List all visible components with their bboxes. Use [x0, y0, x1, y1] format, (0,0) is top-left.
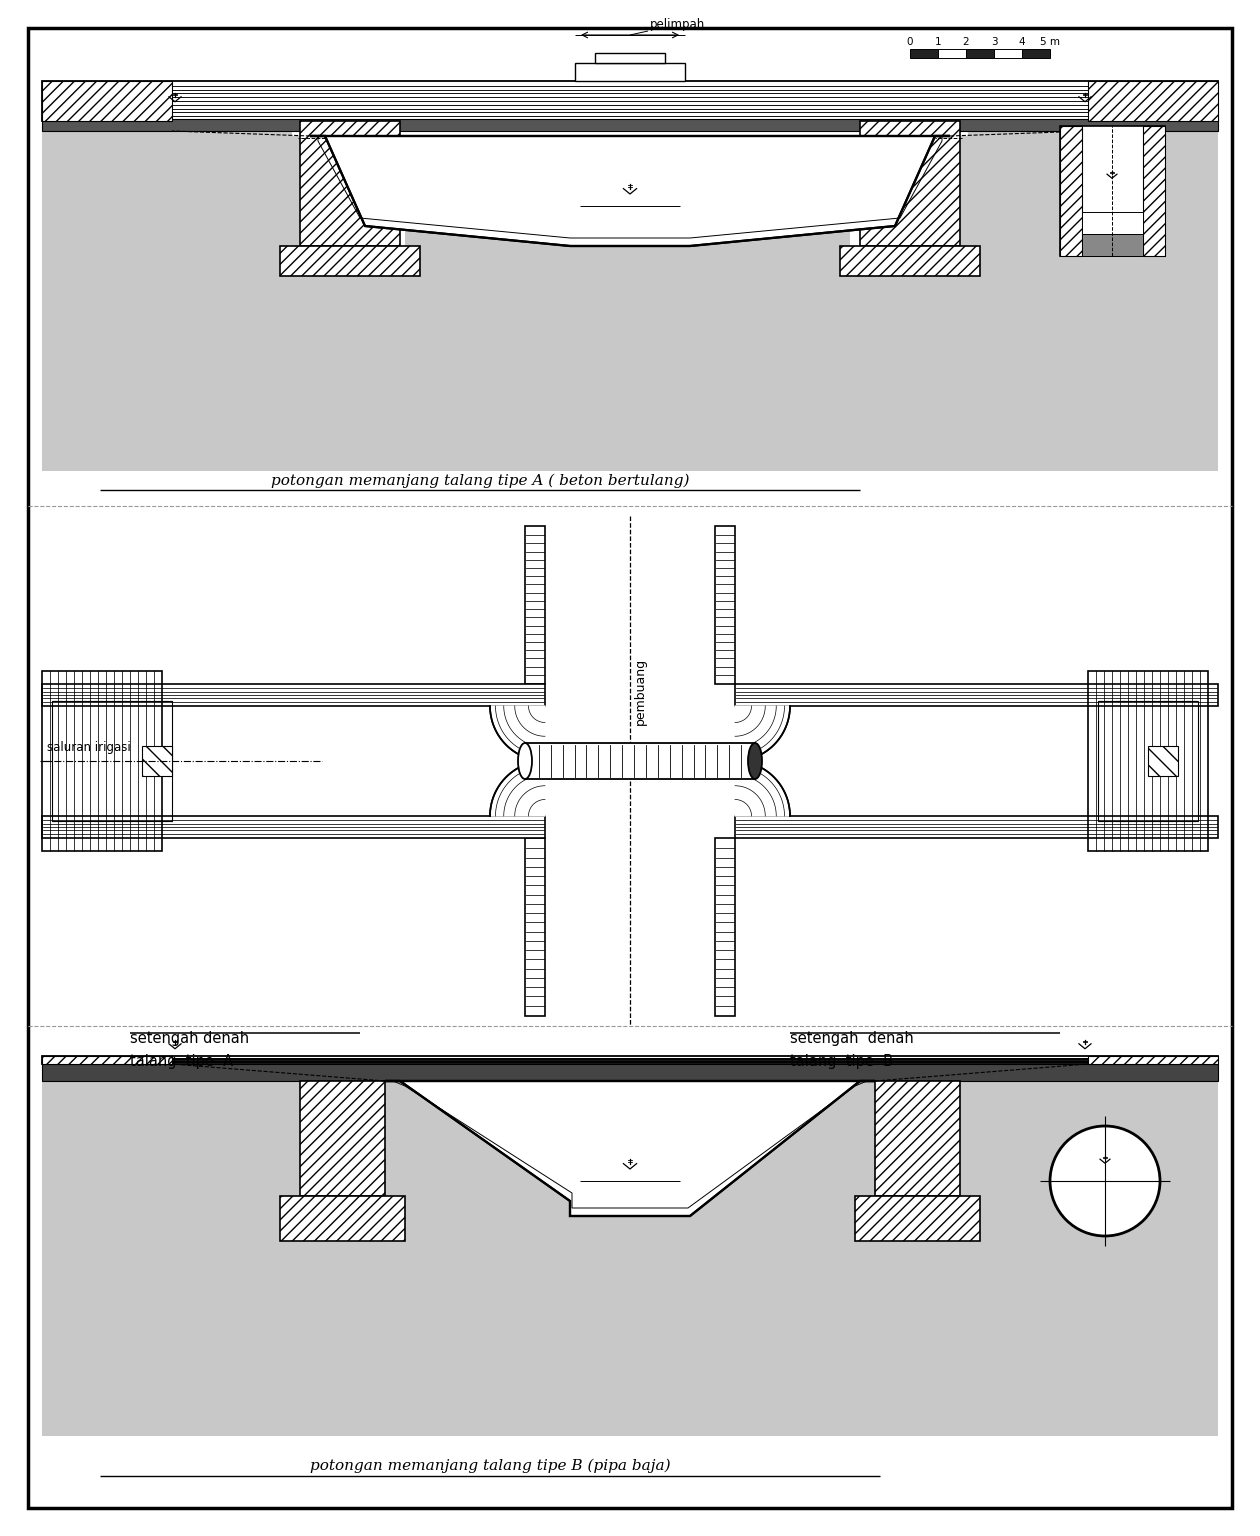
- Bar: [42, 1064, 1218, 1081]
- Text: setengah  denah
talang  tipe  B: setengah denah talang tipe B: [790, 1031, 914, 1069]
- Bar: [1082, 233, 1143, 257]
- Bar: [42, 1081, 1218, 1436]
- Bar: [966, 49, 994, 58]
- Bar: [850, 121, 950, 276]
- Bar: [1087, 1057, 1218, 1064]
- Bar: [300, 121, 399, 246]
- Bar: [525, 743, 755, 779]
- Bar: [1148, 746, 1178, 776]
- Bar: [42, 1057, 1218, 1064]
- Text: 0: 0: [907, 37, 913, 48]
- Bar: [42, 671, 163, 851]
- Bar: [595, 54, 665, 63]
- Text: saluran irigasi: saluran irigasi: [47, 740, 131, 754]
- Text: 4: 4: [1018, 37, 1026, 48]
- Bar: [861, 121, 960, 246]
- Circle shape: [1050, 1126, 1160, 1236]
- Text: 3: 3: [990, 37, 998, 48]
- Bar: [937, 49, 966, 58]
- Bar: [42, 118, 1218, 131]
- Bar: [42, 81, 173, 121]
- Polygon shape: [310, 137, 950, 246]
- Bar: [42, 81, 1218, 121]
- Polygon shape: [735, 707, 790, 760]
- Bar: [142, 746, 173, 776]
- Ellipse shape: [748, 743, 762, 779]
- Bar: [1097, 700, 1198, 822]
- Text: 2: 2: [963, 37, 969, 48]
- Bar: [910, 49, 937, 58]
- Text: potongan memanjang talang tipe B (pipa baja): potongan memanjang talang tipe B (pipa b…: [310, 1459, 670, 1473]
- Bar: [525, 839, 546, 1015]
- Text: 1: 1: [935, 37, 941, 48]
- Text: setengah denah
talang  tipe  A: setengah denah talang tipe A: [130, 1031, 249, 1069]
- Polygon shape: [490, 707, 546, 760]
- Bar: [1060, 126, 1082, 257]
- Text: pelimpah: pelimpah: [650, 18, 706, 31]
- Bar: [300, 1081, 386, 1197]
- Bar: [575, 1117, 685, 1217]
- Bar: [1060, 126, 1166, 257]
- Polygon shape: [386, 1081, 874, 1217]
- Bar: [575, 63, 685, 81]
- Bar: [1082, 212, 1143, 233]
- Text: 5 m: 5 m: [1040, 37, 1060, 48]
- Bar: [42, 1057, 173, 1064]
- Ellipse shape: [518, 743, 532, 779]
- Bar: [305, 121, 404, 276]
- Bar: [714, 839, 735, 1015]
- Bar: [280, 246, 420, 276]
- Bar: [42, 137, 1218, 472]
- Bar: [525, 525, 546, 684]
- Bar: [994, 49, 1022, 58]
- Bar: [42, 684, 546, 707]
- Bar: [575, 137, 685, 246]
- Bar: [1087, 81, 1218, 121]
- Text: pembuang: pembuang: [634, 657, 646, 725]
- Bar: [52, 700, 173, 822]
- Polygon shape: [310, 137, 950, 246]
- Bar: [714, 525, 735, 684]
- Bar: [968, 121, 1218, 137]
- Bar: [735, 816, 1218, 839]
- Bar: [42, 816, 546, 839]
- Bar: [874, 1081, 960, 1197]
- Bar: [1087, 671, 1208, 851]
- Polygon shape: [735, 760, 790, 816]
- Bar: [840, 246, 980, 276]
- Bar: [42, 121, 292, 137]
- Text: potongan memanjang talang tipe A ( beton bertulang): potongan memanjang talang tipe A ( beton…: [271, 473, 689, 488]
- Bar: [735, 684, 1218, 707]
- Bar: [856, 1197, 980, 1241]
- Polygon shape: [490, 760, 546, 816]
- Bar: [1022, 49, 1050, 58]
- Bar: [1143, 126, 1166, 257]
- Bar: [280, 1197, 404, 1241]
